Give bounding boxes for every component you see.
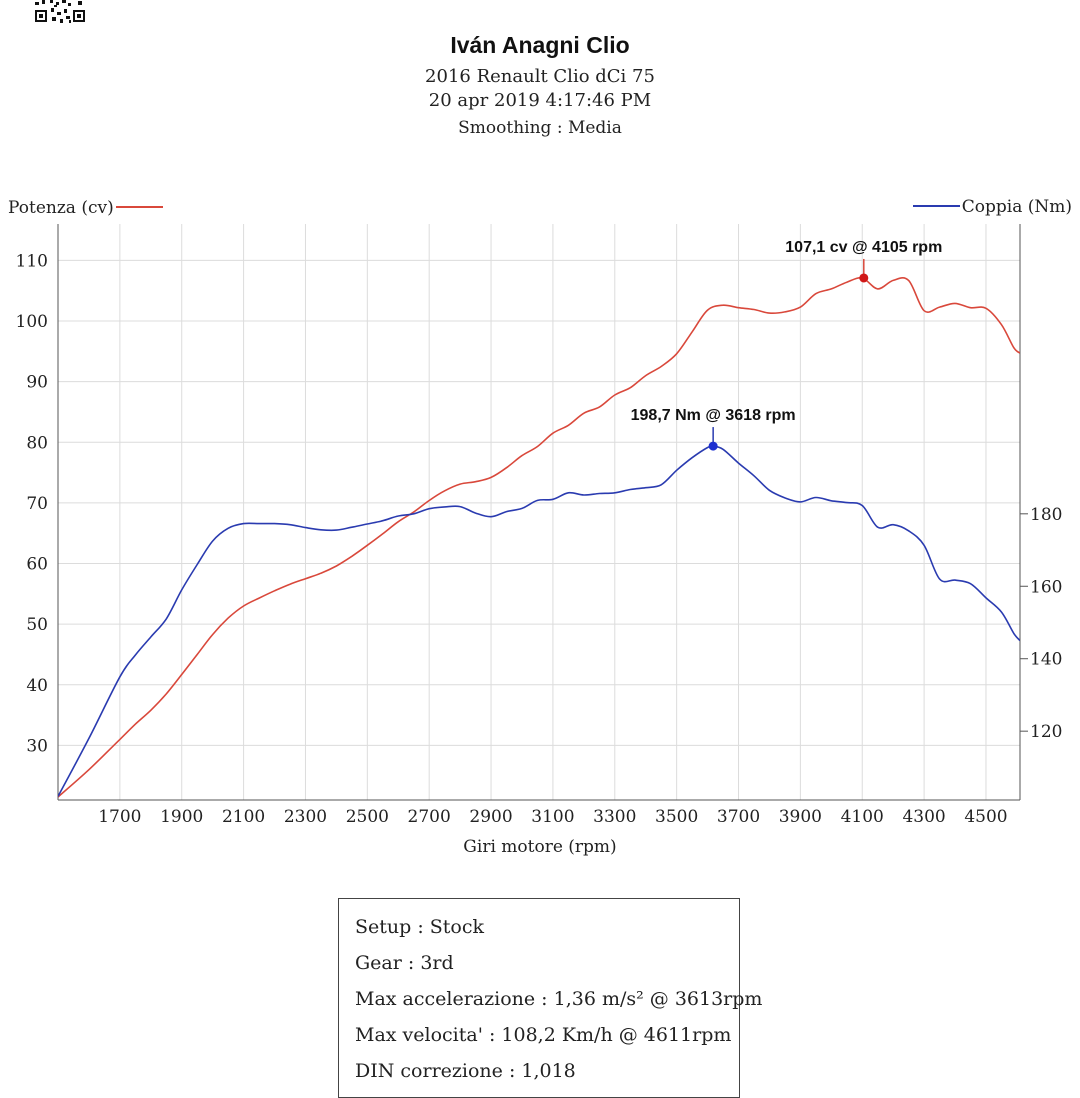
coppia-line [58,445,1020,797]
x-axis-label: Giri motore (rpm) [463,837,616,857]
y-left-tick-label: 80 [26,433,48,453]
potenza-line [58,276,1020,798]
dyno-chart: 1700 1900 2100 2300 2500 2700 2900 3100 3300 3500… [8,197,1072,857]
qr-code-icon [34,0,86,24]
potenza-peak-label: 107,1 cv @ 4105 rpm [785,239,942,256]
y-right-tick-label: 180 [1030,505,1062,525]
smoothing-label: Smoothing : Media [458,118,622,138]
coppia-peak-marker [708,441,718,451]
y-left-tick-label: 100 [16,312,48,332]
x-tick-label: 2700 [408,807,451,827]
x-tick-label: 4500 [964,807,1007,827]
x-tick-label: 2900 [469,807,512,827]
x-tick-label: 3300 [593,807,636,827]
info-setup: Setup : Stock [355,916,485,938]
y-left-tick-label: 60 [26,555,48,575]
x-tick-label: 3100 [531,807,574,827]
x-tick-label: 3500 [655,807,698,827]
test-date: 20 apr 2019 4:17:46 PM [428,90,652,111]
car-model: 2016 Renault Clio dCi 75 [425,66,655,87]
info-din-correction: DIN correzione : 1,018 [355,1060,576,1082]
coppia-peak-label: 198,7 Nm @ 3618 rpm [631,407,796,424]
potenza-peak-marker [859,273,869,283]
x-tick-label: 4100 [841,807,884,827]
y-right-tick-label: 140 [1030,650,1062,670]
legend-potenza-label: Potenza (cv) [8,198,114,218]
x-tick-label: 1900 [160,807,203,827]
x-tick-label: 1700 [98,807,141,827]
x-tick-label: 2300 [284,807,327,827]
info-max-acceleration: Max accelerazione : 1,36 m/s² @ 3613rpm [355,988,763,1010]
info-max-speed: Max velocita' : 108,2 Km/h @ 4611rpm [355,1024,732,1046]
y-right-tick-label: 120 [1030,722,1062,742]
y-left-tick-label: 90 [26,373,48,393]
legend-coppia-label: Coppia (Nm) [962,197,1072,217]
x-tick-label: 3900 [779,807,822,827]
y-right-tick-label: 160 [1030,577,1062,597]
x-tick-label: 2100 [222,807,265,827]
info-gear: Gear : 3rd [355,952,454,974]
y-left-tick-label: 70 [26,494,48,514]
y-left-tick-label: 110 [16,251,48,271]
x-tick-label: 3700 [717,807,760,827]
chart-title: Iván Anagni Clio [450,32,630,58]
x-tick-label: 4300 [902,807,945,827]
y-left-tick-label: 30 [26,736,48,756]
x-tick-label: 2500 [346,807,389,827]
y-left-tick-label: 40 [26,676,48,696]
info-box: Setup : Stock Gear : 3rd Max accelerazio… [338,898,763,1098]
y-left-tick-label: 50 [26,615,48,635]
